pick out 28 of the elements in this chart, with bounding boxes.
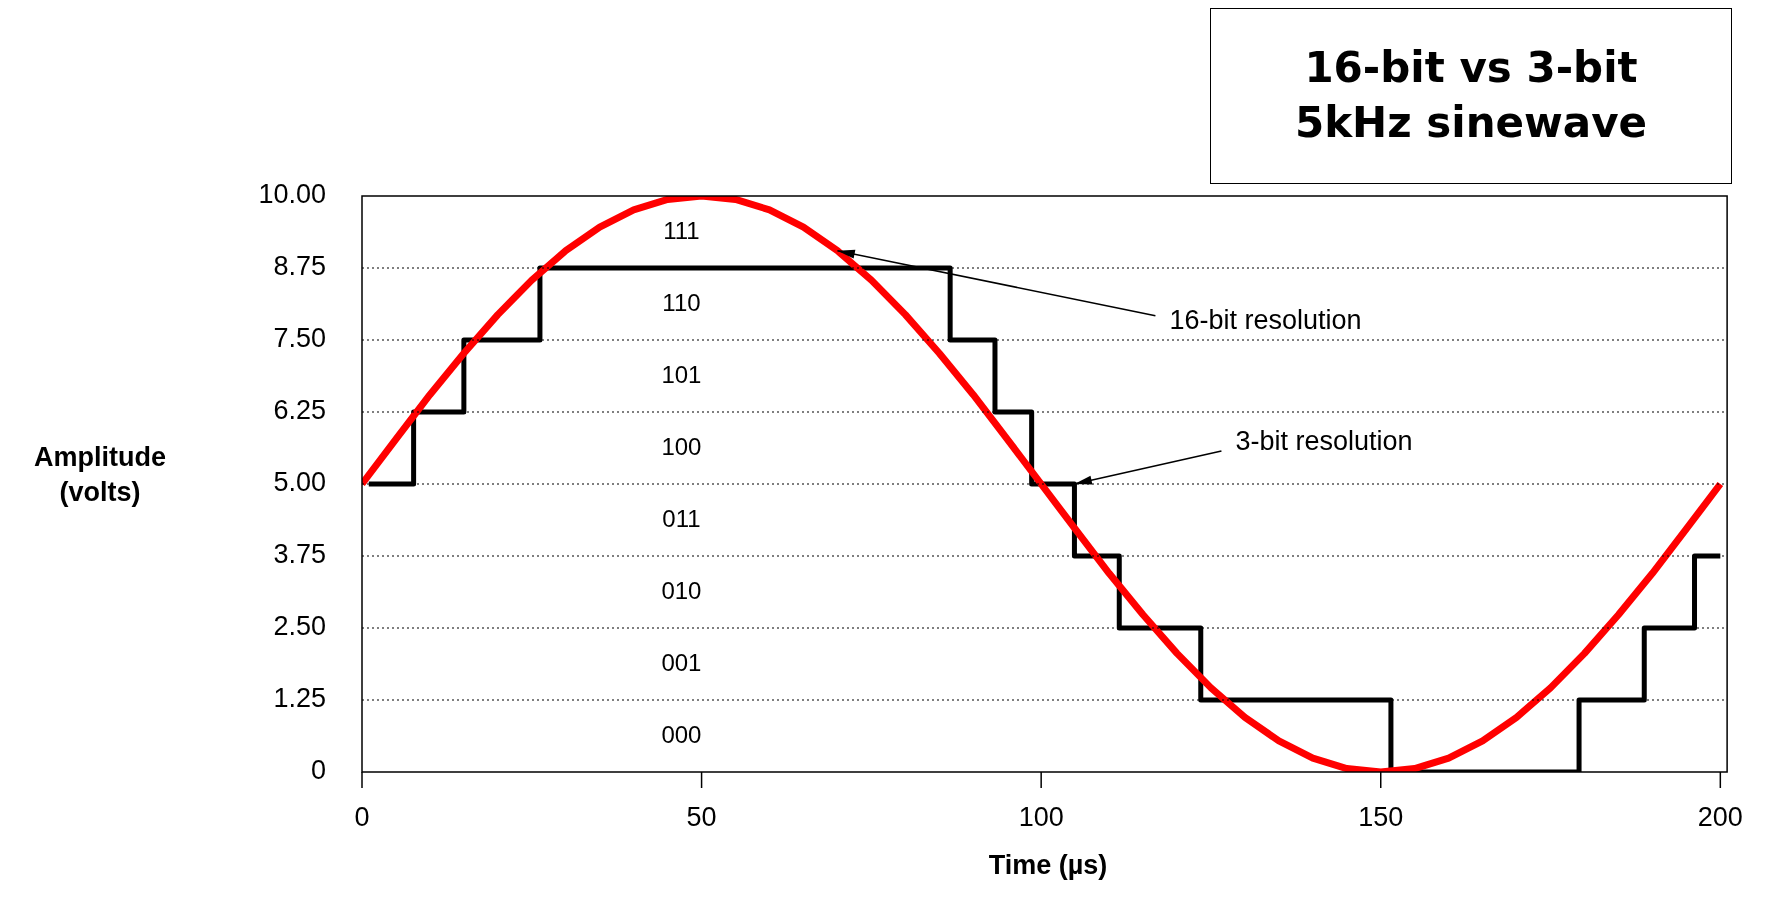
annotation: 000 — [661, 720, 702, 748]
x-tick-label: 0 — [354, 801, 370, 832]
y-tick-label: 10.00 — [258, 179, 326, 210]
x-tick-label: 200 — [1697, 801, 1743, 832]
y-axis-title: Amplitude (volts) — [33, 441, 167, 510]
annotation: 110 — [662, 288, 701, 316]
annotation: 101 — [661, 360, 702, 388]
x-tick-label: 100 — [1018, 801, 1064, 832]
x-axis-title: Time (µs) — [987, 850, 1109, 881]
annotation: 010 — [661, 576, 702, 604]
annotation: 111 — [663, 216, 700, 244]
x-tick-label: 50 — [686, 801, 717, 832]
y-tick-label: 1.25 — [273, 683, 326, 714]
annotation: 011 — [662, 504, 701, 532]
y-tick-label: 6.25 — [273, 395, 326, 426]
y-tick-label: 5.00 — [273, 467, 326, 498]
chart-title: 16-bit vs 3-bit — [1304, 42, 1638, 95]
annotation: 001 — [661, 648, 702, 676]
annotation: 100 — [661, 432, 702, 460]
x-tick-label: 150 — [1358, 801, 1404, 832]
chart-subtitle: 5kHz sinewave — [1294, 97, 1648, 149]
y-tick-label: 2.50 — [273, 611, 326, 642]
y-tick-label: 8.75 — [273, 251, 326, 282]
annotation: 16-bit resolution — [1169, 305, 1362, 336]
y-tick-label: 7.50 — [273, 323, 326, 354]
annotation: 3-bit resolution — [1235, 426, 1413, 457]
y-tick-label: 3.75 — [273, 539, 326, 570]
y-tick-label: 0 — [310, 755, 326, 786]
